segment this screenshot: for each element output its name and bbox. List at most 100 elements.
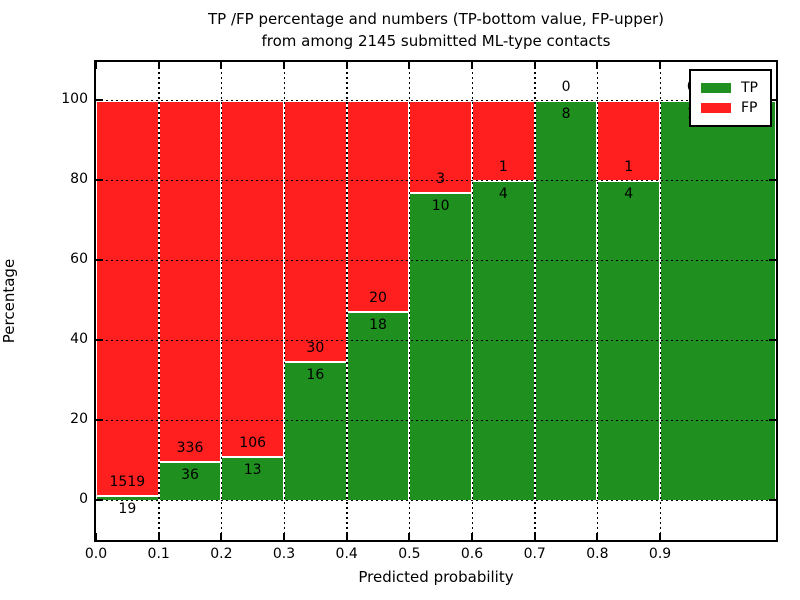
y-tick-label-20: 20 [70, 411, 88, 427]
y-tick-right-20 [769, 419, 776, 421]
bar-count-fp-5: 3 [436, 171, 446, 188]
bar-segment-tp-2 [221, 456, 285, 500]
x-tick-bottom-0.8 [596, 533, 599, 540]
bar-count-tp-8: 4 [624, 186, 634, 202]
bar-labels-layer: 15191933636106133016201831014081401 [96, 62, 776, 540]
gridline-v-0.5 [408, 62, 411, 540]
chart-title: TP /FP percentage and numbers (TP-bottom… [96, 8, 776, 52]
gridline-v-0.4 [346, 62, 348, 540]
gridline-h-20 [96, 419, 776, 421]
y-tick-left-0 [96, 499, 103, 501]
x-tick-label-0.3: 0.3 [272, 546, 296, 562]
bar-count-fp-4: 20 [369, 289, 387, 306]
y-tick-right-40 [769, 339, 776, 341]
bar-count-fp-6: 1 [498, 159, 508, 175]
y-tick-right-60 [769, 259, 776, 261]
x-tick-bottom-0.9 [659, 533, 662, 540]
x-tick-top-0.8 [596, 62, 599, 69]
x-tick-label-0.5: 0.5 [398, 546, 421, 562]
legend-label-TP: TP [741, 80, 758, 96]
gridline-v-0.9 [659, 62, 662, 540]
gridline-v-0.2 [220, 62, 223, 540]
x-tick-bottom-0.0 [96, 533, 97, 540]
x-tick-top-0.3 [283, 62, 286, 69]
gridline-v-0.3 [283, 62, 286, 540]
legend-row-FP: FP [701, 98, 758, 118]
bar-segment-fp-6 [472, 100, 535, 180]
legend-row-TP: TP [701, 78, 758, 98]
gridline-v-0.7 [534, 62, 536, 540]
x-tick-label-0.8: 0.8 [586, 546, 609, 562]
ticks-layer [96, 62, 776, 540]
x-tick-bottom-0.2 [220, 533, 223, 540]
legend: TP FP [689, 69, 772, 127]
x-tick-bottom-0.1 [157, 533, 160, 540]
y-tick-label-80: 80 [70, 171, 88, 187]
gridline-h-100 [96, 99, 776, 101]
bars-layer [96, 62, 776, 540]
x-tick-top-0.4 [345, 62, 348, 69]
y-tick-right-100 [769, 99, 776, 101]
bar-count-fp-3: 30 [306, 339, 325, 356]
bar-count-fp-8: 1 [624, 159, 634, 175]
x-tick-top-0.1 [157, 62, 160, 69]
y-tick-left-60 [96, 259, 103, 261]
y-tick-right-80 [769, 179, 776, 181]
y-tick-label-40: 40 [70, 331, 88, 347]
bar-count-tp-4: 18 [369, 316, 387, 333]
y-tick-label-60: 60 [70, 251, 88, 267]
x-tick-label-0.7: 0.7 [523, 546, 546, 562]
x-tick-bottom-0.3 [283, 533, 286, 540]
bar-segment-tp-9 [660, 100, 776, 500]
legend-swatch-TP [701, 83, 731, 93]
y-tick-label-0: 0 [79, 491, 88, 507]
bar-segment-fp-2 [221, 100, 285, 457]
y-tick-left-100 [96, 99, 103, 101]
gridline-h-60 [96, 259, 776, 261]
y-tick-left-40 [96, 339, 103, 341]
bar-count-fp-7: 0 [561, 79, 571, 95]
x-tick-top-0.6 [471, 62, 474, 69]
gridline-v-0.8 [596, 62, 599, 540]
bar-segment-fp-0 [96, 100, 159, 496]
x-tick-top-0.9 [659, 62, 662, 69]
gridline-h-0 [96, 499, 776, 501]
bar-count-fp-2: 106 [239, 435, 267, 452]
bar-count-tp-3: 16 [306, 366, 325, 383]
bar-segment-fp-8 [597, 100, 661, 180]
x-tick-bottom-0.7 [533, 533, 536, 540]
x-tick-label-0.2: 0.2 [210, 546, 233, 562]
bar-count-fp-1: 336 [176, 440, 204, 457]
bar-count-tp-0: 19 [118, 501, 137, 518]
gridline-h-80 [96, 179, 776, 181]
y-tick-left-20 [96, 419, 103, 421]
x-tick-top-0.5 [408, 62, 411, 69]
x-tick-label-0.1: 0.1 [147, 546, 170, 562]
y-tick-left-80 [96, 179, 103, 181]
bar-count-fp-0: 1519 [109, 474, 146, 491]
chart-title-line2: from among 2145 submitted ML-type contac… [261, 32, 611, 50]
x-tick-top-0.7 [533, 62, 536, 69]
x-tick-top-0.0 [96, 62, 97, 69]
bar-count-tp-2: 13 [243, 462, 262, 479]
chart-title-line1: TP /FP percentage and numbers (TP-bottom… [208, 10, 664, 28]
y-axis-label: Percentage [0, 258, 18, 344]
x-tick-label-0.4: 0.4 [335, 546, 358, 562]
gridline-h-40 [96, 339, 776, 341]
y-tick-right-0 [769, 499, 776, 501]
legend-label-FP: FP [741, 100, 758, 116]
bar-count-tp-5: 10 [431, 198, 450, 215]
x-tick-label-0.9: 0.9 [648, 546, 672, 562]
y-tick-label-100: 100 [61, 91, 88, 107]
bar-segment-fp-1 [158, 100, 222, 462]
bar-count-tp-1: 36 [181, 467, 199, 484]
x-tick-bottom-0.4 [345, 533, 348, 540]
x-tick-label-0.6: 0.6 [460, 546, 484, 562]
x-tick-bottom-0.5 [408, 533, 411, 540]
x-tick-bottom-0.6 [471, 533, 474, 540]
x-tick-top-0.2 [220, 62, 223, 69]
bar-count-tp-6: 4 [498, 186, 508, 202]
gridline-v-0.6 [471, 62, 474, 540]
